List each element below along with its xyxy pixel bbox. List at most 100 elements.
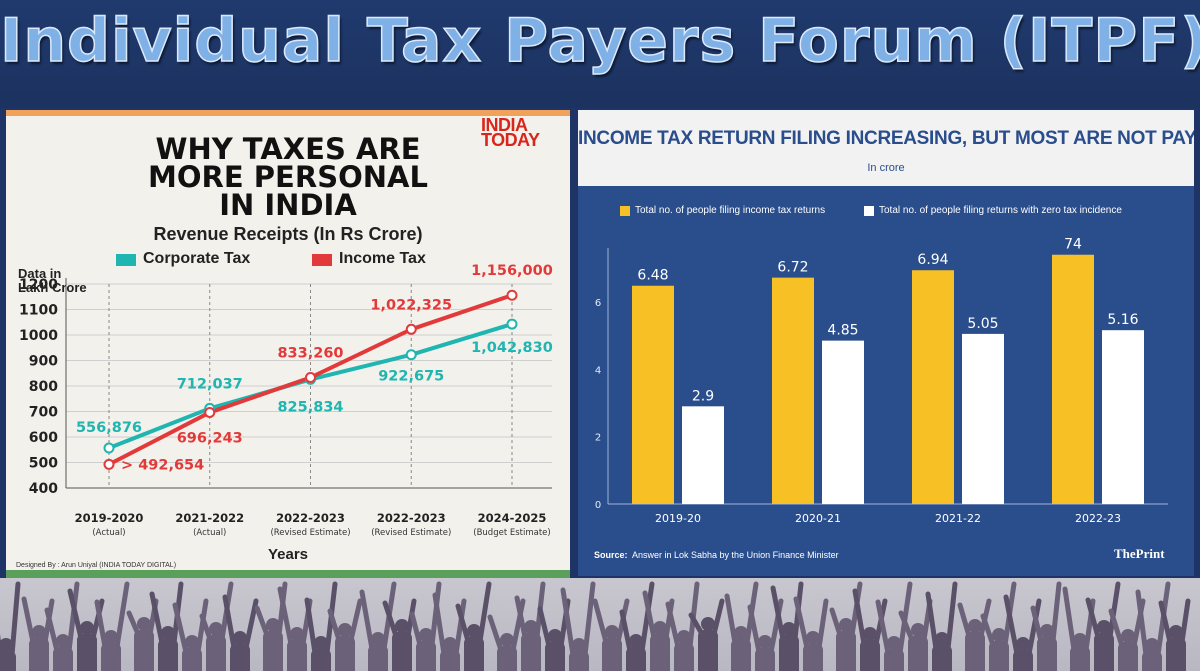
income-label-3: 1,022,325 [370,297,452,313]
filing-label-0: 6.48 [637,268,668,284]
crowd-head-8 [209,622,223,636]
crowd-arm-right-13 [348,598,363,643]
x-tick-4: 2024-2025 [478,511,547,525]
crowd-body-6 [158,639,178,671]
crowd-body-14 [368,645,388,671]
crowd-arm-left-45 [1158,600,1173,645]
legend-label-income: Income Tax [339,250,426,267]
filing-label-3: 74 [1064,237,1082,253]
crowd-arm-left-42 [1085,597,1101,640]
crowd-arm-left-29 [747,604,762,655]
crowd-head-41 [1073,633,1087,647]
income-label-0: > 492,654 [121,457,204,473]
crowd-head-27 [701,617,715,631]
corporate-label-0: 556,876 [76,420,142,436]
x-tick-note-2: (Revised Estimate) [270,528,350,538]
crowd-body-8 [206,635,226,671]
corporate-label-4: 1,042,830 [471,340,553,356]
filing-bar-3 [1052,254,1094,504]
crowd-arm-right-40 [1050,581,1062,644]
designer-credit: Designed By : Arun Uniyal (INDIA TODAY D… [16,562,177,569]
crowd-arm-left-8 [199,613,213,642]
left-infographic: INDIA TODAY WHY TAXES ARE MORE PERSONAL … [6,110,570,578]
crowd-arm-right-24 [639,581,655,654]
crowd-arm-left-39 [1003,594,1020,657]
y-tick-900: 900 [29,354,58,370]
corporate-point-3 [405,349,417,361]
crowd-head-44 [1145,638,1159,652]
crowd-body-38 [989,641,1009,671]
crowd-head-17 [443,637,457,651]
crowd-body-37 [965,632,985,671]
bar-x-tick-1: 2020-21 [795,512,841,525]
crowd-arm-left-23 [592,598,609,645]
crowd-arm-left-35 [898,610,915,643]
crowd-head-10 [266,618,280,632]
crowd-head-25 [653,621,667,635]
income-point-4 [506,289,518,301]
crowd-arm-right-9 [243,598,259,651]
crowd-head-3 [80,621,94,635]
crowd-arm-left-12 [304,597,318,656]
unit-label: In crore [867,162,905,174]
crowd-arm-right-22 [582,581,596,658]
crowd-head-0 [0,638,13,652]
crowd-head-13 [338,623,352,637]
crowd-body-5 [134,630,154,671]
zero-tax-label-3: 5.16 [1107,312,1138,328]
y-tick-700: 700 [29,405,58,421]
crowd-arm-left-13 [327,608,342,643]
crowd-strip [0,578,1200,671]
zero-tax-bar-1 [822,340,864,504]
crowd-arm-left-22 [560,587,576,658]
crowd-body-32 [836,631,856,671]
crowd-head-1 [32,625,46,639]
x-tick-note-0: (Actual) [92,528,125,538]
crowd-body-45 [1166,638,1186,671]
crowd-body-28 [731,639,751,671]
zero-tax-bar-3 [1102,330,1144,504]
crowd-body-27 [698,630,718,671]
legend-swatch-zero-tax [864,206,874,216]
crowd-arm-left-31 [793,596,810,651]
crowd-body-40 [1037,637,1057,671]
crowd-head-9 [233,631,247,645]
crowd-arm-left-16 [409,611,423,648]
crowd-arm-left-4 [94,599,108,650]
zero-tax-bar-2 [962,333,1004,504]
y-axis-title-line-1: Data in [18,266,62,281]
banner-title: Individual Tax Payers Forum (ITPF) [0,5,1200,77]
crowd-silhouette [0,581,1191,671]
crowd-head-5 [137,617,151,631]
crowd-head-2 [56,634,70,648]
x-tick-note-4: (Budget Estimate) [473,528,550,538]
crowd-body-26 [674,643,694,671]
crowd-body-23 [602,638,622,671]
tricolor-band-bottom [6,570,570,578]
crowd-body-16 [416,641,436,671]
income-point-3 [405,323,417,335]
zero-tax-bar-0 [682,406,724,504]
corporate-point-0 [103,442,115,454]
crowd-head-20 [524,620,538,634]
crowd-arm-right-45 [1179,598,1191,645]
legend-swatch-filing [620,206,630,216]
crowd-arm-left-41 [1062,586,1077,653]
theprint-logo: ThePrint [1114,546,1165,561]
crowd-head-37 [968,619,982,633]
y-tick-1100: 1100 [19,303,58,319]
crowd-body-3 [77,634,97,671]
crowd-arm-left-9 [222,594,237,651]
crowd-head-35 [911,623,925,637]
bar-x-tick-3: 2022-23 [1075,512,1121,525]
zero-tax-label-2: 5.05 [967,316,998,332]
crowd-arm-left-20 [514,595,528,640]
crowd-arm-right-2 [66,581,80,654]
crowd-head-11 [290,627,304,641]
corporate-label-3: 922,675 [378,369,444,385]
crowd-head-28 [734,626,748,640]
crowd-arm-left-11 [277,586,294,647]
crowd-arm-left-19 [487,614,504,653]
x-tick-note-3: (Revised Estimate) [371,528,451,538]
crowd-arm-left-44 [1135,589,1149,658]
